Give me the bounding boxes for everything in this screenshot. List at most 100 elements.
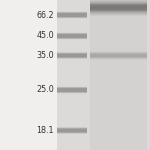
Bar	[90, 58, 147, 59]
Bar	[90, 14, 147, 15]
Bar	[57, 17, 87, 18]
Bar	[57, 131, 87, 132]
Bar	[57, 16, 87, 17]
Bar	[57, 54, 87, 55]
Bar	[57, 89, 87, 90]
Bar	[57, 36, 87, 37]
Bar	[90, 58, 147, 59]
Bar	[57, 33, 87, 34]
Bar	[57, 129, 87, 130]
Bar	[57, 37, 87, 38]
Bar	[57, 16, 87, 17]
Bar	[57, 36, 87, 37]
Bar	[57, 91, 87, 92]
Bar	[57, 35, 87, 36]
Bar	[90, 52, 147, 53]
Bar	[90, 59, 147, 60]
Bar	[57, 34, 87, 35]
Bar	[57, 130, 87, 131]
Bar	[57, 54, 87, 55]
Bar	[57, 58, 87, 59]
Bar	[57, 18, 87, 19]
Bar	[57, 17, 87, 18]
Bar	[57, 32, 87, 33]
Bar	[57, 132, 87, 133]
Bar	[57, 52, 87, 53]
Bar	[57, 56, 87, 57]
Bar	[57, 12, 87, 13]
Bar	[57, 14, 87, 15]
Bar	[57, 91, 87, 92]
Bar	[57, 54, 87, 55]
Bar	[90, 13, 147, 14]
Bar	[57, 130, 87, 131]
Bar	[90, 53, 147, 54]
Bar	[57, 55, 87, 56]
Bar	[57, 92, 87, 93]
Bar	[57, 133, 87, 134]
Bar	[57, 88, 87, 89]
Bar	[57, 55, 87, 56]
Bar	[57, 36, 87, 37]
Bar	[57, 87, 87, 88]
Bar	[57, 55, 87, 56]
Bar	[57, 90, 87, 91]
Bar	[90, 54, 147, 55]
Bar	[57, 130, 87, 131]
Bar	[57, 129, 87, 130]
Bar	[57, 17, 87, 18]
Bar	[90, 0, 147, 150]
Bar	[57, 131, 87, 132]
Bar	[57, 36, 87, 37]
Bar	[57, 92, 87, 93]
Bar	[90, 8, 147, 9]
Bar	[57, 133, 87, 134]
Bar	[57, 87, 87, 88]
Bar	[57, 34, 87, 35]
Bar	[57, 14, 87, 15]
Bar	[57, 38, 87, 39]
Bar	[90, 0, 147, 1]
Bar	[90, 6, 147, 7]
Bar	[57, 58, 87, 59]
Bar	[57, 129, 87, 130]
Bar	[57, 52, 87, 53]
Bar	[57, 35, 87, 36]
Bar	[90, 5, 147, 6]
Bar	[90, 58, 147, 59]
Bar	[57, 131, 87, 132]
Bar	[57, 16, 87, 17]
Bar	[57, 13, 87, 14]
Bar	[90, 1, 147, 2]
Bar	[57, 33, 87, 34]
Bar	[57, 128, 87, 129]
Bar	[90, 57, 147, 58]
Bar	[57, 87, 87, 88]
Bar	[90, 53, 147, 54]
Bar	[57, 53, 87, 54]
Bar	[57, 32, 87, 33]
Bar	[90, 53, 147, 54]
Bar	[90, 56, 147, 57]
Text: 25.0: 25.0	[36, 85, 54, 94]
Bar	[57, 34, 87, 35]
Bar	[90, 4, 147, 5]
Bar	[90, 59, 147, 60]
Bar	[57, 37, 87, 38]
Bar	[57, 37, 87, 38]
Bar	[57, 127, 87, 128]
Text: 35.0: 35.0	[36, 51, 54, 60]
Bar	[57, 57, 87, 58]
Bar	[57, 89, 87, 90]
Bar	[57, 86, 87, 87]
Bar	[57, 92, 87, 93]
Bar	[57, 128, 87, 129]
Bar	[57, 14, 87, 15]
Bar	[90, 8, 147, 9]
Bar	[90, 56, 147, 57]
Bar	[57, 16, 87, 17]
Bar	[57, 133, 87, 134]
Bar	[57, 35, 87, 36]
Bar	[90, 54, 147, 55]
Bar	[57, 11, 87, 12]
